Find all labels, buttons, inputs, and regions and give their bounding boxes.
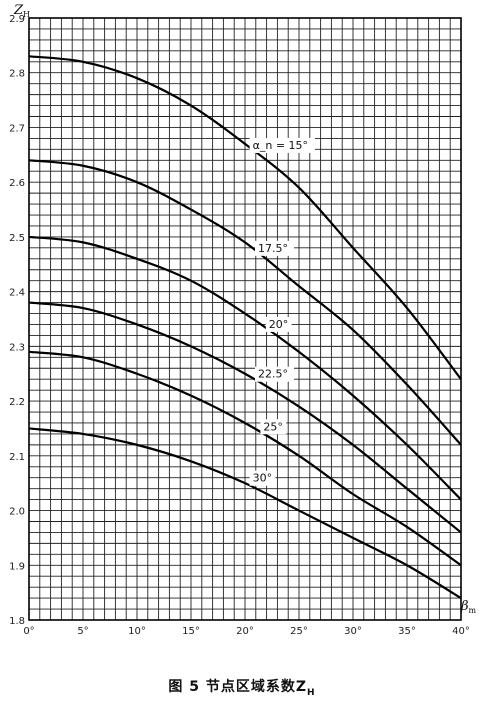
curve-label-bg: [265, 316, 292, 332]
y-tick-label: 2.3: [9, 342, 25, 353]
curve-label: 17.5°: [258, 242, 288, 255]
curve-label: 30°: [253, 472, 273, 485]
y-tick-label: 1.9: [9, 561, 25, 572]
y-tick-label: 2.1: [9, 452, 25, 463]
x-tick-label: 5°: [77, 626, 88, 637]
y-tick-label: 2.9: [9, 14, 25, 25]
y-tick-label: 2.0: [9, 507, 25, 518]
y-tick-labels: 1.8 1.9 2.0 2.1 2.2 2.3 2.4 2.5 2.6 2.7 2.8 2.9: [9, 14, 25, 627]
y-tick-label: 1.8: [9, 616, 25, 627]
x-tick-label: 25°: [290, 626, 308, 637]
x-tick-label: 15°: [182, 626, 200, 637]
plot-border: [28, 17, 462, 621]
curve-label-bg: [249, 470, 276, 486]
curve-2: [28, 159, 462, 446]
curve-5: [28, 350, 462, 567]
curve-label-bg: [260, 419, 287, 435]
grid: [28, 17, 462, 621]
curve-6: [28, 427, 462, 600]
x-tick-label: 10°: [128, 626, 146, 637]
curve-4: [28, 301, 462, 534]
x-tick-labels: 0° 5° 10° 15° 20° 25° 30° 35° 40°: [23, 626, 470, 637]
y-axis-title: ZH: [13, 3, 30, 19]
plot-frame: [28, 17, 462, 621]
y-tick-label: 2.6: [9, 178, 25, 189]
curve-label-bg: [249, 137, 315, 153]
curve-3: [28, 235, 462, 501]
curve-label: 22.5°: [258, 368, 288, 381]
y-tick-label: 2.4: [9, 288, 25, 299]
x-tick-label: 20°: [236, 626, 254, 637]
curve-label-bg: [255, 366, 294, 382]
curve-label-bg: [255, 240, 294, 256]
x-tick-label: 40°: [452, 626, 470, 637]
curve-labels: α_n = 15° 17.5° 20° 22.5° 25° 30°: [249, 137, 315, 486]
y-tick-label: 2.2: [9, 397, 25, 408]
curve-label: α_n = 15°: [253, 139, 308, 152]
y-tick-label: 2.8: [9, 69, 25, 80]
curve-label: 25°: [263, 420, 283, 433]
x-axis-title: βm: [460, 599, 477, 615]
x-tick-label: 0°: [23, 626, 34, 637]
y-tick-label: 2.7: [9, 123, 25, 134]
curve-label: 20°: [269, 318, 289, 331]
figure-caption: 图 5 节点区域系数ZH: [168, 679, 316, 698]
y-tick-label: 2.5: [9, 233, 25, 244]
x-tick-label: 35°: [398, 626, 416, 637]
x-tick-label: 30°: [344, 626, 362, 637]
